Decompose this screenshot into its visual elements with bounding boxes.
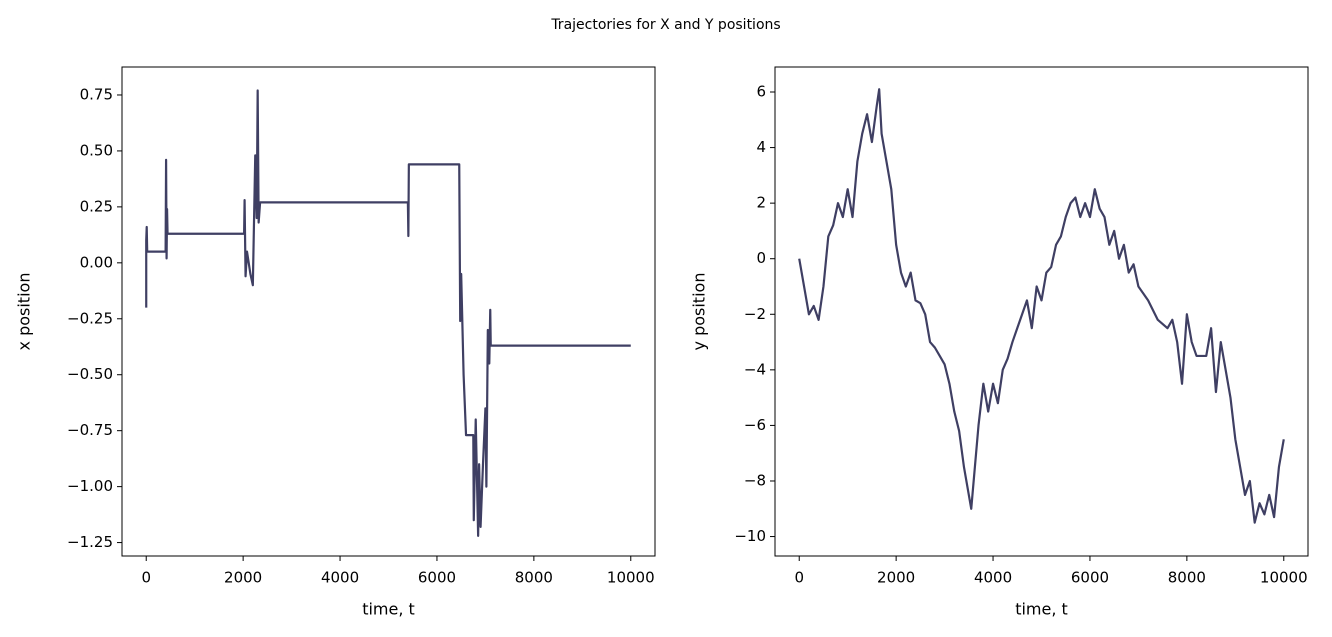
x-tick-label: 8000	[515, 569, 553, 587]
y-tick-label: 6	[756, 83, 766, 101]
x-tick-label: 2000	[877, 569, 915, 587]
x-tick-label: 10000	[1260, 569, 1308, 587]
y-tick-label: −2	[744, 305, 766, 323]
y-tick-label: −4	[744, 360, 766, 378]
x-tick-label: 0	[141, 569, 151, 587]
y-tick-label: −1.25	[67, 533, 113, 551]
x-tick-label: 6000	[1071, 569, 1109, 587]
x-tick-label: 4000	[321, 569, 359, 587]
x-tick-label: 10000	[607, 569, 655, 587]
y-tick-label: −8	[744, 471, 766, 489]
figure-title: Trajectories for X and Y positions	[550, 17, 780, 33]
y-tick-label: 0.75	[80, 85, 113, 103]
x-axis-label: time, t	[362, 600, 415, 619]
y-tick-label: 0	[756, 249, 766, 267]
y-axis-label: y position	[690, 273, 709, 351]
x-tick-label: 0	[794, 569, 804, 587]
y-tick-label: 0.00	[80, 253, 113, 271]
trajectory-line	[145, 89, 631, 537]
y-tick-label: 2	[756, 194, 766, 212]
y-tick-label: −10	[734, 527, 766, 545]
trajectory-line	[798, 88, 1285, 524]
y-axis-label: x position	[15, 273, 34, 351]
axes-frame	[774, 66, 1309, 557]
y-tick-label: 0.25	[80, 197, 113, 215]
axes-frame	[121, 66, 656, 557]
x-tick-label: 4000	[974, 569, 1012, 587]
x-tick-label: 2000	[224, 569, 262, 587]
y-tick-label: −6	[744, 416, 766, 434]
y-tick-label: −0.50	[67, 365, 113, 383]
y-tick-label: −0.25	[67, 309, 113, 327]
y-tick-label: −1.00	[67, 477, 113, 495]
y-tick-label: −0.75	[67, 421, 113, 439]
x-tick-label: 6000	[418, 569, 456, 587]
x-tick-label: 8000	[1168, 569, 1206, 587]
y-tick-label: 0.50	[80, 141, 113, 159]
x-axis-label: time, t	[1015, 600, 1068, 619]
y-tick-label: 4	[756, 138, 766, 156]
